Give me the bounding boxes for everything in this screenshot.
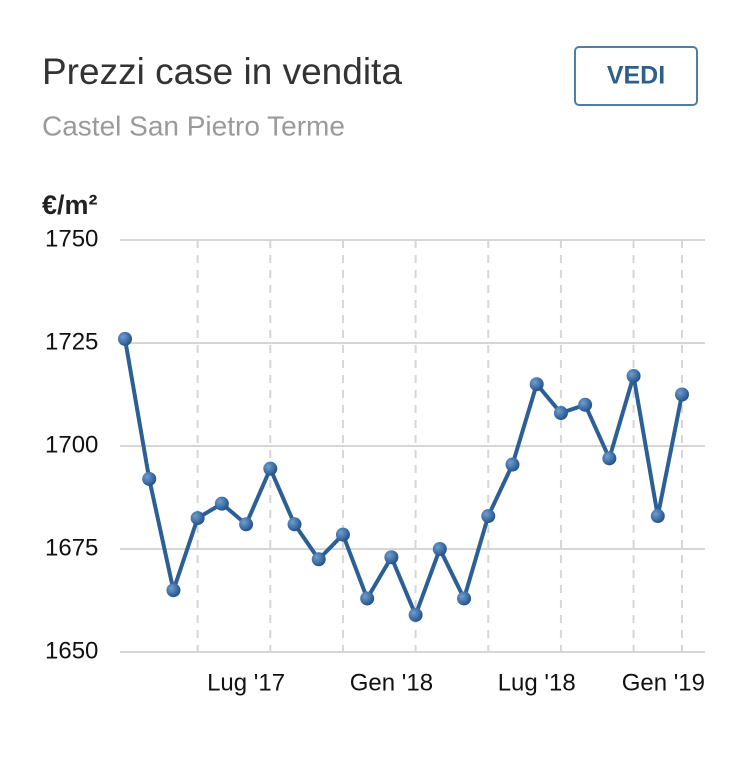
vedi-button[interactable] [574,46,698,106]
data-point [432,542,447,556]
data-point [626,368,641,383]
y-tick-label: 1675 [45,534,98,561]
x-tick-label: Gen '18 [350,669,433,696]
y-tick-label: 1725 [45,328,98,355]
data-point [529,377,544,392]
data-point [578,397,593,412]
vedi-button-label[interactable]: VEDI [607,62,665,90]
data-point [457,591,472,606]
data-point [142,471,157,486]
y-tick-label: 1650 [45,637,98,664]
data-point [335,527,350,542]
subtitle: Castel San Pietro Terme [42,110,345,141]
y-axis-label: €/m² [42,190,98,220]
data-point [311,552,326,567]
data-point [166,583,181,598]
data-point [553,406,568,421]
data-point [481,509,496,524]
data-point [602,451,617,466]
data-point [263,461,278,476]
data-point [118,331,132,346]
y-tick-label: 1750 [45,225,98,252]
data-point [190,511,205,526]
data-point [675,387,689,402]
data-point [360,591,375,606]
x-tick-label: Lug '18 [498,669,576,696]
title: Prezzi case in vendita [42,51,402,92]
data-point [239,517,254,532]
data-point [650,509,665,524]
data-point [408,607,423,622]
data-point [384,550,399,565]
x-tick-label: Lug '17 [207,669,285,696]
price-line [123,338,684,617]
data-point [505,457,520,472]
data-point [287,517,302,532]
data-point [214,496,229,511]
x-tick-label: Gen '19 [622,669,705,696]
y-tick-label: 1700 [45,431,98,458]
